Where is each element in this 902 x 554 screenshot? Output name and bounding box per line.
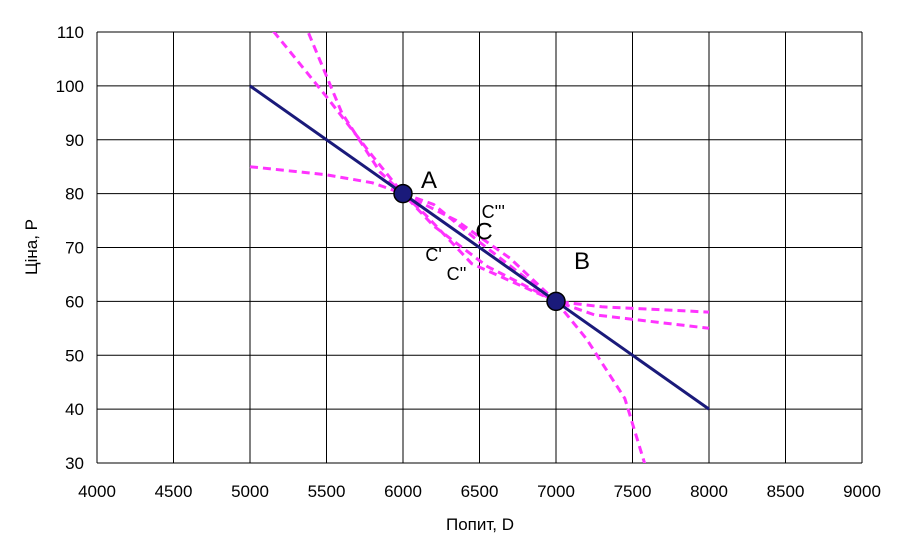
y-axis-title: Ціна, P bbox=[22, 219, 41, 275]
x-axis-title: Попит, D bbox=[446, 515, 514, 534]
y-tick-label: 110 bbox=[57, 23, 84, 42]
dashed-curve bbox=[402, 192, 558, 303]
x-tick-label: 6500 bbox=[461, 482, 499, 501]
y-tick-label: 70 bbox=[65, 239, 84, 258]
tick-labels: 4000 4500 5000 5500 6000 6500 7000 7500 8000 8500… bbox=[56, 23, 881, 501]
annotation-label: C' bbox=[425, 245, 441, 265]
y-tick-label: 40 bbox=[65, 400, 84, 419]
x-tick-label: 8500 bbox=[767, 482, 805, 501]
y-tick-label: 60 bbox=[65, 292, 84, 311]
annotation-label: A bbox=[421, 167, 437, 194]
x-tick-label: 9000 bbox=[843, 482, 881, 501]
demand-line bbox=[249, 84, 710, 411]
demand-line-group bbox=[249, 84, 710, 411]
dashed-curves bbox=[249, 32, 710, 463]
dashed-curve bbox=[306, 32, 647, 463]
annotation-label: C''' bbox=[482, 202, 505, 222]
y-tick-label: 90 bbox=[65, 131, 84, 150]
x-tick-label: 8000 bbox=[690, 482, 728, 501]
y-tick-label: 50 bbox=[65, 346, 84, 365]
annotation-label: C bbox=[475, 218, 492, 245]
y-tick-label: 30 bbox=[65, 454, 84, 473]
x-tick-label: 6000 bbox=[384, 482, 422, 501]
y-tick-label: 80 bbox=[65, 185, 84, 204]
x-tick-label: 4500 bbox=[155, 482, 193, 501]
grid bbox=[96, 31, 863, 464]
x-tick-label: 7000 bbox=[537, 482, 575, 501]
points bbox=[393, 183, 566, 312]
dashed-curve bbox=[249, 165, 710, 330]
dashed-curve bbox=[272, 32, 710, 314]
y-tick-label: 100 bbox=[56, 77, 84, 96]
x-tick-label: 7500 bbox=[614, 482, 652, 501]
x-tick-label: 4000 bbox=[78, 482, 116, 501]
x-tick-label: 5500 bbox=[308, 482, 346, 501]
point-marker bbox=[546, 291, 566, 312]
point-marker bbox=[393, 183, 413, 204]
annotations: A B CC''' C' C'' bbox=[421, 167, 590, 284]
annotation-label: C'' bbox=[447, 264, 467, 284]
x-tick-label: 5000 bbox=[231, 482, 269, 501]
annotation-label: B bbox=[574, 248, 590, 275]
